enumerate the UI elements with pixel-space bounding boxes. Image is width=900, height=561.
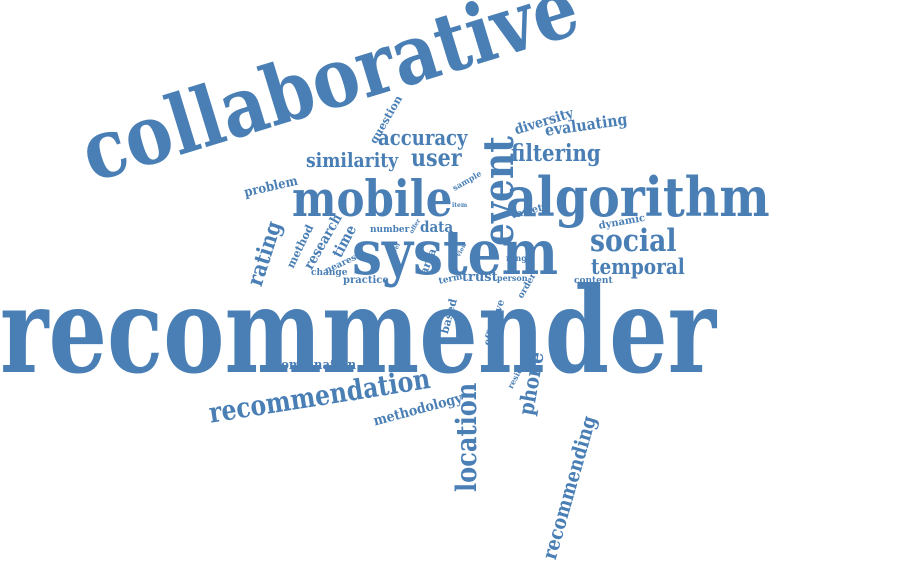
word-recommender: recommender [0,261,717,400]
word-practice: practice [343,275,389,286]
word-range: range [506,253,532,263]
word-change: change [311,268,348,278]
word-recommending: recommending [537,412,602,561]
word-temporal: temporal [591,254,685,279]
word-system: system [352,216,558,289]
word-user: user [411,143,462,172]
word-algorithm: algorithm [506,165,770,229]
word-mobile: mobile [292,169,453,228]
word-data: data [420,218,454,236]
word-content: content [574,276,613,286]
word-item: item [452,202,468,209]
word-social: social [590,223,677,259]
word-accuracy: accuracy [378,125,468,150]
word-trust: trust [462,270,498,285]
word-number: number [370,225,410,235]
word-combination: combination [274,358,357,373]
word-similarity: similarity [306,148,399,172]
word-problem: problem [242,173,300,201]
word-person: person [497,273,528,283]
word-filtering: filtering [511,140,601,167]
